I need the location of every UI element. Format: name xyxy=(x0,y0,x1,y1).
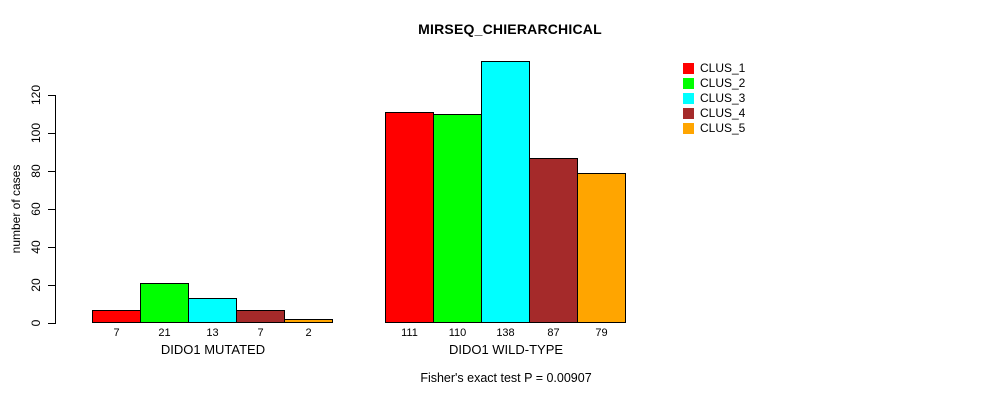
y-tick-label-80: 80 xyxy=(29,164,43,178)
legend-label: CLUS_5 xyxy=(700,121,746,135)
bar-clus_4-group2 xyxy=(529,158,578,323)
y-tick-mark-20 xyxy=(48,285,55,286)
bar-value-label: 13 xyxy=(206,327,219,339)
legend-swatch-icon xyxy=(683,78,694,89)
legend: CLUS_1 CLUS_2 CLUS_3 CLUS_4 CLUS_5 xyxy=(683,61,745,136)
y-tick-mark-0 xyxy=(48,323,55,324)
y-tick-mark-120 xyxy=(48,95,55,96)
y-tick-label-120: 120 xyxy=(29,84,43,106)
y-tick-mark-100 xyxy=(48,133,55,134)
fisher-test-note: Fisher's exact test P = 0.00907 xyxy=(420,371,592,385)
bar-value-label: 21 xyxy=(158,327,171,339)
y-axis-line xyxy=(55,95,56,324)
bar-clus_1-group1 xyxy=(92,310,141,323)
bar-clus_2-group2 xyxy=(433,114,482,323)
bar-value-label: 110 xyxy=(448,327,467,339)
y-tick-label-60: 60 xyxy=(29,202,43,216)
legend-swatch-icon xyxy=(683,93,694,104)
bar-value-label: 138 xyxy=(496,327,515,339)
bar-value-label: 7 xyxy=(113,327,120,339)
legend-label: CLUS_4 xyxy=(700,106,746,120)
legend-item-clus_1: CLUS_1 xyxy=(683,61,745,76)
legend-swatch-icon xyxy=(683,63,694,74)
legend-item-clus_3: CLUS_3 xyxy=(683,91,745,106)
bar-clus_5-group1 xyxy=(284,319,333,323)
bar-clus_3-group1 xyxy=(188,298,237,323)
legend-swatch-icon xyxy=(683,123,694,134)
y-tick-label-20: 20 xyxy=(29,278,43,292)
y-tick-mark-40 xyxy=(48,247,55,248)
y-axis-title: number of cases xyxy=(9,164,23,254)
y-tick-label-0: 0 xyxy=(29,319,43,327)
legend-label: CLUS_1 xyxy=(700,61,746,75)
y-tick-label-100: 100 xyxy=(29,122,43,144)
bar-value-label: 87 xyxy=(547,327,560,339)
bar-clus_4-group1 xyxy=(236,310,285,323)
bar-clus_5-group2 xyxy=(577,173,626,323)
group-label-dido1-mutated: DIDO1 MUTATED xyxy=(160,342,266,357)
group-label-dido1-wild-type: DIDO1 WILD-TYPE xyxy=(448,342,564,357)
legend-label: CLUS_3 xyxy=(700,91,746,105)
legend-label: CLUS_2 xyxy=(700,76,746,90)
bar-value-label: 2 xyxy=(305,327,312,339)
legend-swatch-icon xyxy=(683,108,694,119)
bar-clus_1-group2 xyxy=(385,112,434,323)
y-tick-label-40: 40 xyxy=(29,240,43,254)
bar-value-label: 111 xyxy=(401,327,418,339)
legend-item-clus_4: CLUS_4 xyxy=(683,106,745,121)
bar-value-label: 7 xyxy=(257,327,264,339)
y-tick-mark-80 xyxy=(48,171,55,172)
bar-value-label: 79 xyxy=(595,327,608,339)
legend-item-clus_2: CLUS_2 xyxy=(683,76,745,91)
bar-clus_3-group2 xyxy=(481,61,530,323)
chart-title: MIRSEQ_CHIERARCHICAL xyxy=(418,21,602,37)
legend-item-clus_5: CLUS_5 xyxy=(683,121,745,136)
y-tick-mark-60 xyxy=(48,209,55,210)
bar-clus_2-group1 xyxy=(140,283,189,323)
